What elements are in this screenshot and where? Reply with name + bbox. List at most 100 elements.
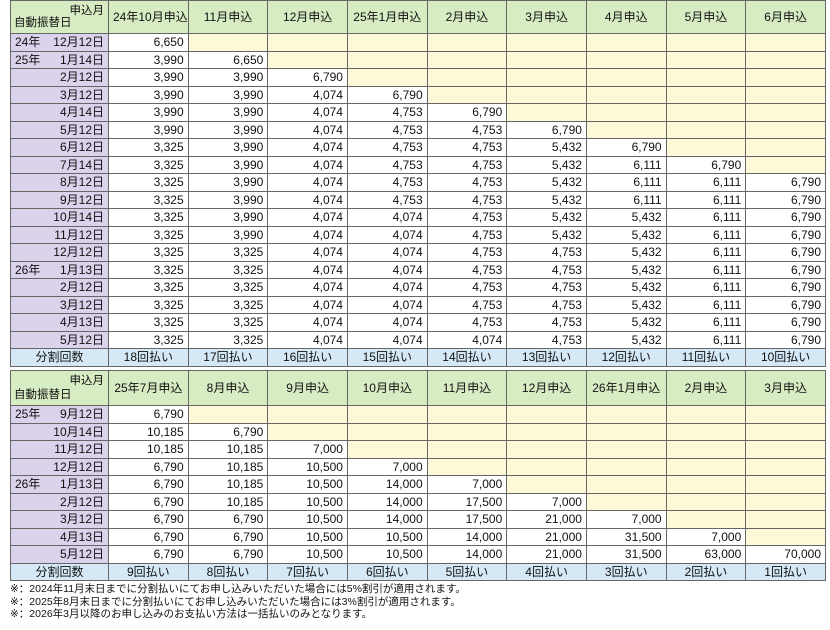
amount-cell: 10,500 — [267, 527, 348, 546]
data-row: 3月12日 3,325 3,325 4,074 4,074 4,753 4,753 5,432… — [10, 295, 826, 314]
amount-cell: 4,074 — [346, 330, 428, 349]
amount-cell: 6,111 — [665, 330, 747, 349]
data-row: 26年 1月13日 3,325 3,325 4,074 4,074 4,753 4,753 5,… — [10, 260, 826, 279]
empty-cell — [585, 33, 667, 52]
year: 26年 — [15, 262, 41, 277]
amount-cell: 4,074 — [267, 120, 348, 139]
amount-cell: 31,500 — [585, 527, 667, 546]
data-row: 5月12日 6,790 6,790 10,500 10,500 14,000 21,000 3… — [10, 545, 826, 564]
amount-cell: 3,325 — [108, 260, 189, 279]
empty-cell — [187, 405, 269, 424]
data-row: 2月12日 6,790 10,185 10,500 14,000 17,500 7,000 — [10, 492, 826, 511]
empty-cell — [426, 440, 508, 459]
amount-cell: 7,000 — [346, 457, 428, 476]
data-row: 4月14日 3,990 3,990 4,074 4,753 6,790 — [10, 103, 826, 122]
installments: 12回払い — [585, 348, 667, 367]
installments: 13回払い — [506, 348, 587, 367]
amount-cell: 6,790 — [187, 527, 269, 546]
amount-cell: 6,790 — [108, 492, 189, 511]
amount-cell: 4,753 — [346, 103, 428, 122]
column-header: 8月申込 — [187, 370, 269, 406]
amount-cell: 4,074 — [267, 225, 348, 244]
date: 10月14日 — [53, 210, 104, 225]
date-cell: 9月12日 — [10, 190, 109, 209]
amount-cell: 10,185 — [187, 457, 269, 476]
empty-cell — [745, 527, 826, 546]
amount-cell: 6,790 — [108, 527, 189, 546]
amount-cell: 5,432 — [506, 190, 587, 209]
amount-cell: 10,185 — [108, 422, 189, 441]
amount-cell: 5,432 — [506, 225, 587, 244]
amount-cell: 10,500 — [346, 527, 428, 546]
amount-cell: 4,753 — [426, 173, 508, 192]
amount-cell: 4,074 — [346, 225, 428, 244]
amount-cell: 6,790 — [108, 475, 189, 494]
date: 12月12日 — [53, 459, 104, 474]
empty-cell — [665, 120, 747, 139]
amount-cell: 10,185 — [187, 492, 269, 511]
column-header: 6月申込 — [745, 0, 826, 34]
note: ※：2025年8月末日までに分割払いにてお申し込みいただいた場合には3%割引が適… — [10, 595, 461, 608]
amount-cell: 3,325 — [108, 243, 189, 262]
empty-cell — [346, 405, 428, 424]
amount-cell: 3,990 — [187, 138, 269, 157]
amount-cell: 3,990 — [187, 155, 269, 174]
amount-cell: 3,990 — [187, 173, 269, 192]
empty-cell — [506, 457, 587, 476]
empty-cell — [745, 440, 826, 459]
empty-cell — [745, 33, 826, 52]
date-cell: 12月12日 — [10, 457, 109, 476]
amount-cell: 21,000 — [506, 510, 587, 529]
empty-cell — [426, 405, 508, 424]
column-header: 25年1月申込 — [346, 0, 428, 34]
amount-cell: 3,325 — [187, 295, 269, 314]
amount-cell: 4,753 — [506, 295, 587, 314]
amount-cell: 5,432 — [585, 313, 667, 332]
amount-cell: 6,111 — [585, 173, 667, 192]
date-cell: 12月12日 — [10, 243, 109, 262]
amount-cell: 4,753 — [346, 155, 428, 174]
column-header: 11月申込 — [187, 0, 269, 34]
installments: 14回払い — [426, 348, 508, 367]
installments: 16回払い — [267, 348, 348, 367]
column-header: 12月申込 — [267, 0, 348, 34]
column-header: 5月申込 — [665, 0, 747, 34]
installments: 9回払い — [108, 562, 189, 581]
empty-cell — [426, 457, 508, 476]
amount-cell: 4,753 — [426, 120, 508, 139]
data-row: 5月12日 3,325 3,325 4,074 4,074 4,074 4,753 5,432… — [10, 330, 826, 349]
footer-label: 分割回数 — [10, 562, 109, 581]
empty-cell — [745, 103, 826, 122]
empty-cell — [506, 33, 587, 52]
amount-cell: 6,790 — [745, 278, 826, 297]
amount-cell: 3,325 — [187, 330, 269, 349]
column-header: 12月申込 — [506, 370, 587, 406]
date-cell: 8月12日 — [10, 173, 109, 192]
amount-cell: 3,990 — [187, 208, 269, 227]
empty-cell — [745, 405, 826, 424]
date-cell: 5月12日 — [10, 120, 109, 139]
amount-cell: 6,111 — [585, 155, 667, 174]
year: 25年 — [15, 52, 41, 67]
header-row: 申込月 自動振替日 25年7月申込 8月申込 9月申込 10月申込 11月申込 12月申込 26… — [10, 370, 826, 406]
empty-cell — [745, 510, 826, 529]
empty-cell — [426, 422, 508, 441]
amount-cell: 4,753 — [506, 243, 587, 262]
amount-cell: 4,753 — [426, 155, 508, 174]
amount-cell: 3,325 — [108, 313, 189, 332]
amount-cell: 4,074 — [267, 278, 348, 297]
amount-cell: 10,500 — [267, 457, 348, 476]
amount-cell: 4,074 — [267, 173, 348, 192]
amount-cell: 4,753 — [426, 138, 508, 157]
amount-cell: 3,325 — [187, 243, 269, 262]
empty-cell — [346, 33, 428, 52]
empty-cell — [665, 50, 747, 69]
date: 7月14日 — [59, 157, 104, 172]
amount-cell: 4,753 — [426, 208, 508, 227]
empty-cell — [665, 422, 747, 441]
empty-cell — [665, 138, 747, 157]
empty-cell — [346, 422, 428, 441]
amount-cell: 21,000 — [506, 545, 587, 564]
amount-cell: 6,790 — [108, 405, 189, 424]
empty-cell — [745, 85, 826, 104]
